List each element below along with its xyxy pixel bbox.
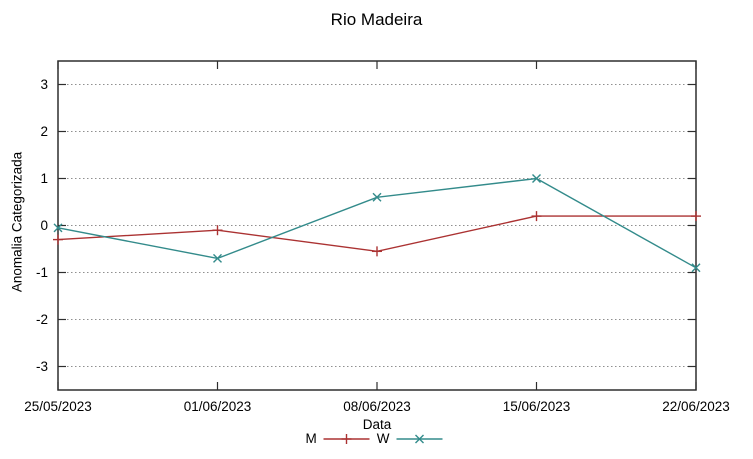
- series-W-marker-2: [372, 192, 382, 202]
- ytick-label--3: -3: [36, 359, 48, 374]
- xtick-label-3: 15/06/2023: [503, 399, 571, 414]
- ytick-label-2: 2: [40, 124, 48, 139]
- series-W-marker-0: [53, 223, 63, 233]
- series-W: [53, 174, 701, 273]
- xtick-label-1: 01/06/2023: [184, 399, 252, 414]
- xtick-label-4: 22/06/2023: [662, 399, 730, 414]
- series-M: [53, 211, 701, 257]
- ytick-label-0: 0: [40, 218, 48, 233]
- ytick-label-1: 1: [40, 171, 48, 186]
- legend-sample-marker-W: [415, 434, 424, 444]
- series-W-marker-4: [691, 263, 701, 273]
- ytick-label-3: 3: [40, 77, 48, 92]
- legend-label-W: W: [376, 431, 390, 446]
- chart-title: Rio Madeira: [330, 10, 423, 29]
- series-W-marker-3: [532, 174, 541, 183]
- legend-sample-W: [396, 434, 443, 444]
- x-axis-label: Data: [362, 417, 392, 432]
- xtick-label-2: 08/06/2023: [343, 399, 411, 414]
- series-W-marker-1: [213, 253, 222, 263]
- legend-label-M: M: [305, 431, 317, 446]
- ytick-label--2: -2: [36, 312, 48, 327]
- legend-sample-M: [323, 434, 370, 444]
- ytick-label--1: -1: [36, 265, 48, 280]
- xtick-label-0: 25/05/2023: [24, 399, 92, 414]
